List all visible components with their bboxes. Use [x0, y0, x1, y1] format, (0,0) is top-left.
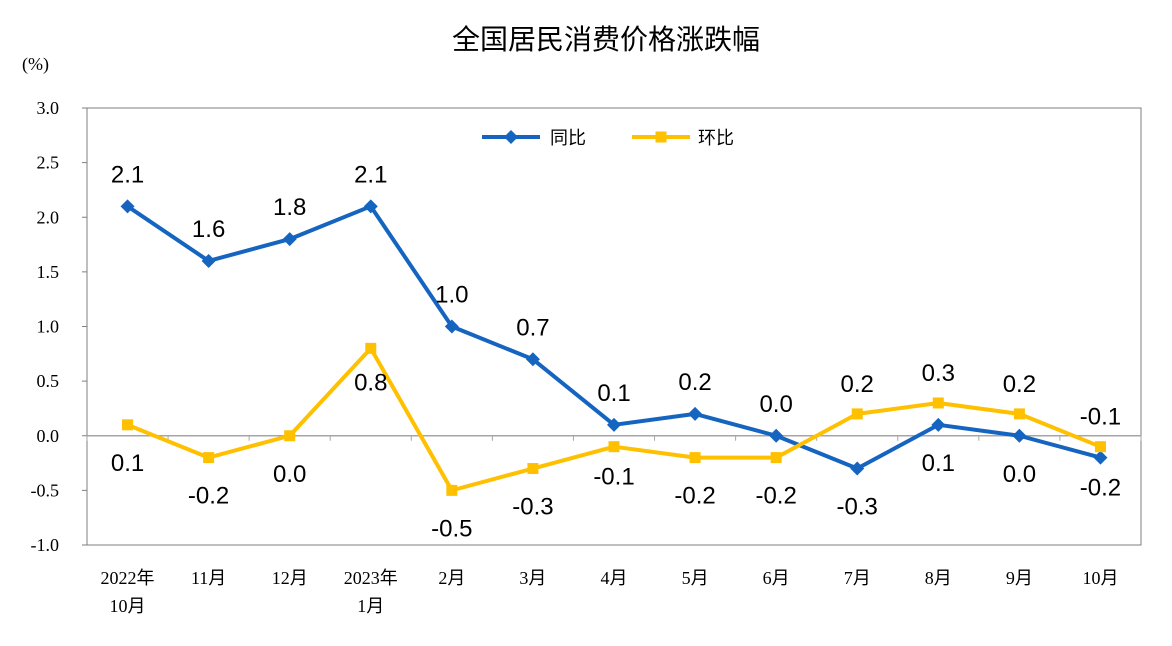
- point-marker: [363, 199, 378, 214]
- x-tick-label: 1月: [357, 596, 384, 616]
- x-tick-label: 9月: [1006, 568, 1033, 588]
- data-label: -0.1: [1080, 404, 1121, 431]
- data-label: 0.2: [678, 369, 711, 396]
- data-label: 0.7: [516, 314, 549, 341]
- data-label: 1.8: [273, 194, 306, 221]
- y-tick-label: 3.0: [37, 98, 60, 118]
- legend-marker: [504, 130, 518, 144]
- point-marker: [446, 484, 458, 496]
- data-label: -0.2: [674, 483, 715, 510]
- data-label: -0.5: [431, 515, 472, 542]
- point-marker: [201, 253, 216, 268]
- point-marker: [1012, 428, 1027, 443]
- legend-label: 环比: [698, 128, 734, 149]
- point-marker: [282, 232, 297, 247]
- point-marker: [1013, 408, 1025, 420]
- point-marker: [688, 406, 703, 421]
- point-marker: [931, 417, 946, 432]
- data-label: 0.2: [841, 371, 874, 398]
- point-marker: [769, 428, 784, 443]
- data-label: 0.2: [1003, 371, 1036, 398]
- x-tick-label: 2月: [438, 568, 465, 588]
- point-marker: [1094, 441, 1106, 453]
- x-tick-label: 10月: [1082, 568, 1118, 588]
- data-label: -0.3: [837, 494, 878, 521]
- point-marker: [284, 430, 296, 442]
- y-tick-label: -1.0: [31, 535, 60, 555]
- y-tick-label: 1.0: [37, 317, 60, 337]
- data-label: 0.1: [922, 450, 955, 477]
- x-tick-label: 7月: [844, 568, 871, 588]
- x-tick-label: 2022年: [101, 568, 155, 588]
- point-marker: [850, 461, 865, 476]
- point-marker: [770, 452, 782, 464]
- x-tick-label: 2023年: [344, 568, 398, 588]
- x-tick-label: 5月: [682, 568, 709, 588]
- point-marker: [525, 352, 540, 367]
- data-label: -0.3: [512, 494, 553, 521]
- x-tick-label: 4月: [601, 568, 628, 588]
- legend-marker: [655, 131, 667, 143]
- data-label: -0.2: [1080, 475, 1121, 502]
- data-label: 0.0: [1003, 461, 1036, 488]
- data-label: 0.8: [354, 369, 387, 396]
- point-marker: [120, 199, 135, 214]
- y-tick-label: 2.5: [37, 153, 60, 173]
- point-marker: [932, 397, 944, 409]
- y-axis-unit: (%): [22, 54, 49, 74]
- data-label: 0.3: [922, 360, 955, 387]
- point-marker: [1093, 450, 1108, 465]
- point-marker: [527, 463, 539, 475]
- point-marker: [851, 408, 863, 420]
- data-label: 2.1: [354, 161, 387, 188]
- x-tick-label: 6月: [763, 568, 790, 588]
- x-tick-label: 3月: [519, 568, 546, 588]
- data-label: -0.1: [593, 464, 634, 491]
- data-label: 0.1: [111, 450, 144, 477]
- x-tick-label: 8月: [925, 568, 952, 588]
- point-marker: [203, 452, 215, 464]
- data-label: 1.0: [435, 282, 468, 309]
- y-tick-label: 0.5: [37, 371, 60, 391]
- x-tick-label: 11月: [191, 568, 226, 588]
- data-label: 2.1: [111, 161, 144, 188]
- data-label: 0.0: [273, 461, 306, 488]
- point-marker: [122, 419, 134, 431]
- y-tick-label: 2.0: [37, 207, 60, 227]
- x-tick-label: 12月: [272, 568, 308, 588]
- point-marker: [689, 452, 701, 464]
- point-marker: [607, 417, 621, 432]
- y-tick-label: 1.5: [37, 262, 60, 282]
- data-label: -0.2: [755, 483, 796, 510]
- point-marker: [608, 441, 620, 453]
- y-tick-label: 0.0: [37, 426, 60, 446]
- data-label: 1.6: [192, 216, 225, 243]
- data-label: 0.0: [759, 391, 792, 418]
- data-label: 0.1: [597, 380, 630, 407]
- chart-title: 全国居民消费价格涨跌幅: [451, 23, 760, 56]
- point-marker: [365, 342, 377, 354]
- data-label: -0.2: [188, 483, 229, 510]
- legend-label: 同比: [550, 128, 586, 149]
- y-tick-label: -0.5: [31, 480, 60, 500]
- point-marker: [444, 319, 459, 334]
- x-tick-label: 10月: [110, 596, 146, 616]
